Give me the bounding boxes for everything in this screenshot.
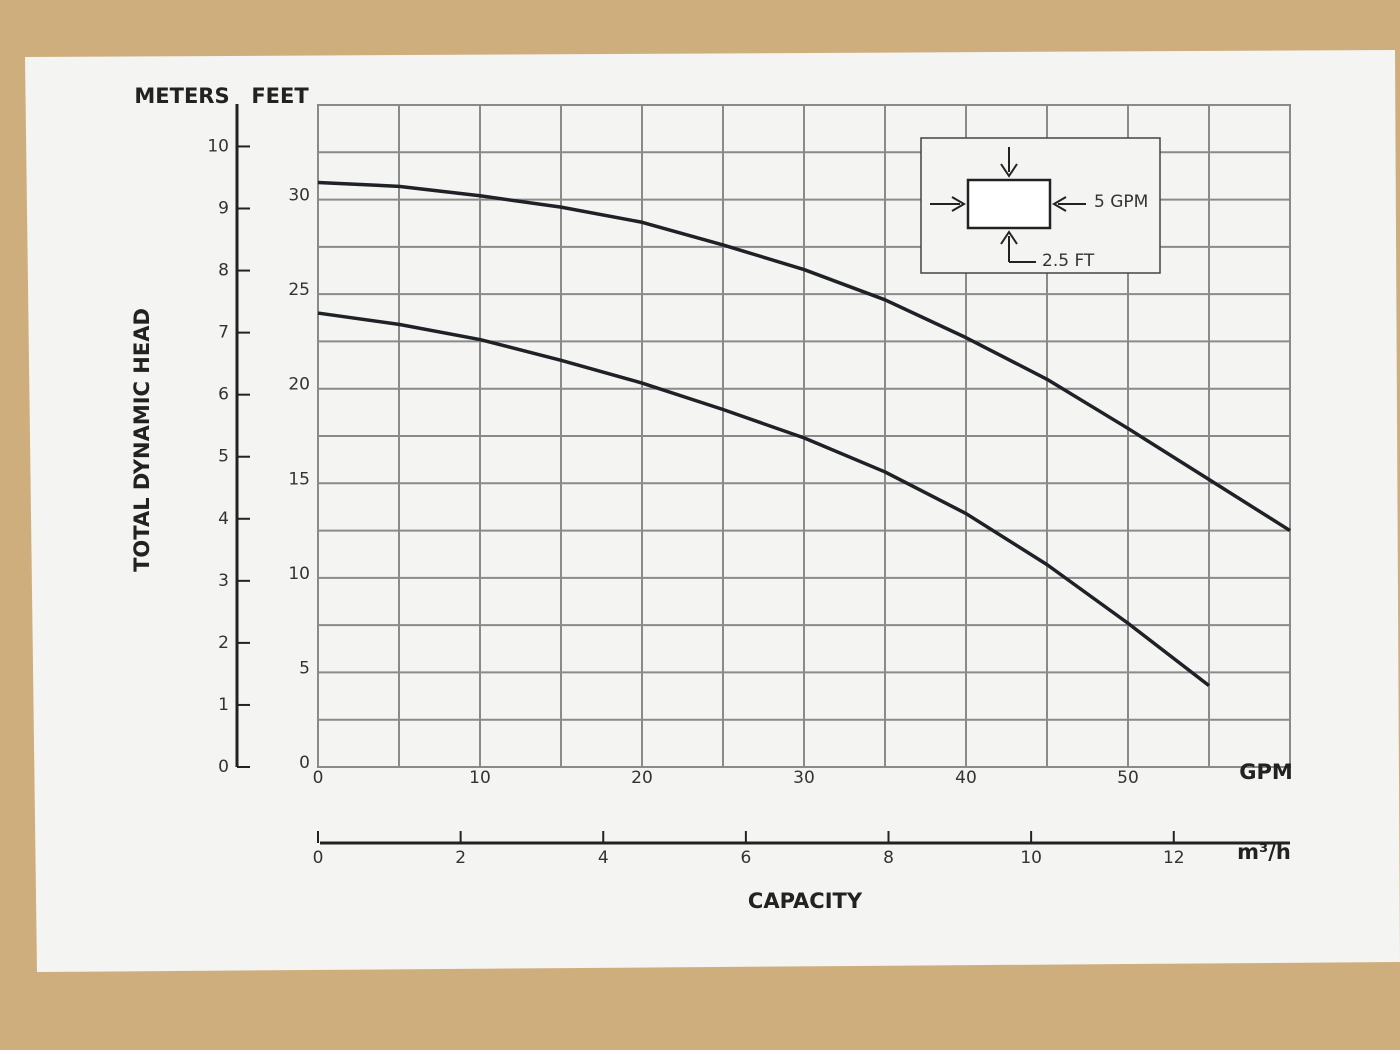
y-tick-label: 0 [299,753,310,773]
x-unit: GPM [1239,760,1293,784]
y2-tick-label: 1 [218,695,229,715]
x2-tick-label: 10 [1020,848,1042,868]
x2-tick-label: 2 [455,848,466,868]
y-tick-label: 30 [288,186,310,206]
annotation: 5 GPM [1094,192,1148,212]
x-tick-label: 20 [631,768,653,788]
x-axis-title: CAPACITY [748,889,863,913]
y-tick-label: 25 [288,280,310,300]
y2-tick-label: 2 [218,633,229,653]
y-axis-title: TOTAL DYNAMIC HEAD [130,308,154,572]
y-unit: FEET [251,84,309,108]
x2-tick-label: 4 [598,848,609,868]
y2-tick-label: 8 [218,261,229,281]
arrow [1052,196,1086,212]
arrow [1000,147,1018,178]
x2-tick-label: 8 [883,848,894,868]
annotation: 2.5 FT [1042,251,1095,271]
y-tick-label: 15 [288,469,310,489]
y-tick-label: 5 [299,658,310,678]
y2-tick-label: 0 [218,757,229,777]
curve [317,311,1211,688]
x-tick-label: 30 [793,768,815,788]
y-tick-label: 10 [288,564,310,584]
y-tick-label: 20 [288,375,310,395]
x2-tick-label: 12 [1163,848,1185,868]
y2-tick-label: 5 [218,447,229,467]
x-tick-label: 50 [1117,768,1139,788]
y2-tick-label: 9 [218,199,229,219]
y2-unit: METERS [134,84,229,108]
key-inset: 5 GPM 2.5 FT [920,137,1161,274]
y2-tick-label: 6 [218,385,229,405]
x-tick-label: 10 [469,768,491,788]
x-tick-label: 40 [955,768,977,788]
arrow [1000,230,1036,263]
y2-tick-label: 10 [207,136,229,156]
x2-unit: m³/h [1237,840,1291,864]
y2-tick-label: 7 [218,323,229,343]
curve [317,180,1291,533]
x2-tick-label: 6 [740,848,751,868]
y2-tick-label: 3 [218,571,229,591]
inset-cell [966,178,1052,230]
arrow [930,196,966,212]
paper [25,50,1400,972]
x2-tick-label: 0 [313,848,324,868]
y2-tick-label: 4 [218,509,229,529]
x-tick-label: 0 [313,768,324,788]
